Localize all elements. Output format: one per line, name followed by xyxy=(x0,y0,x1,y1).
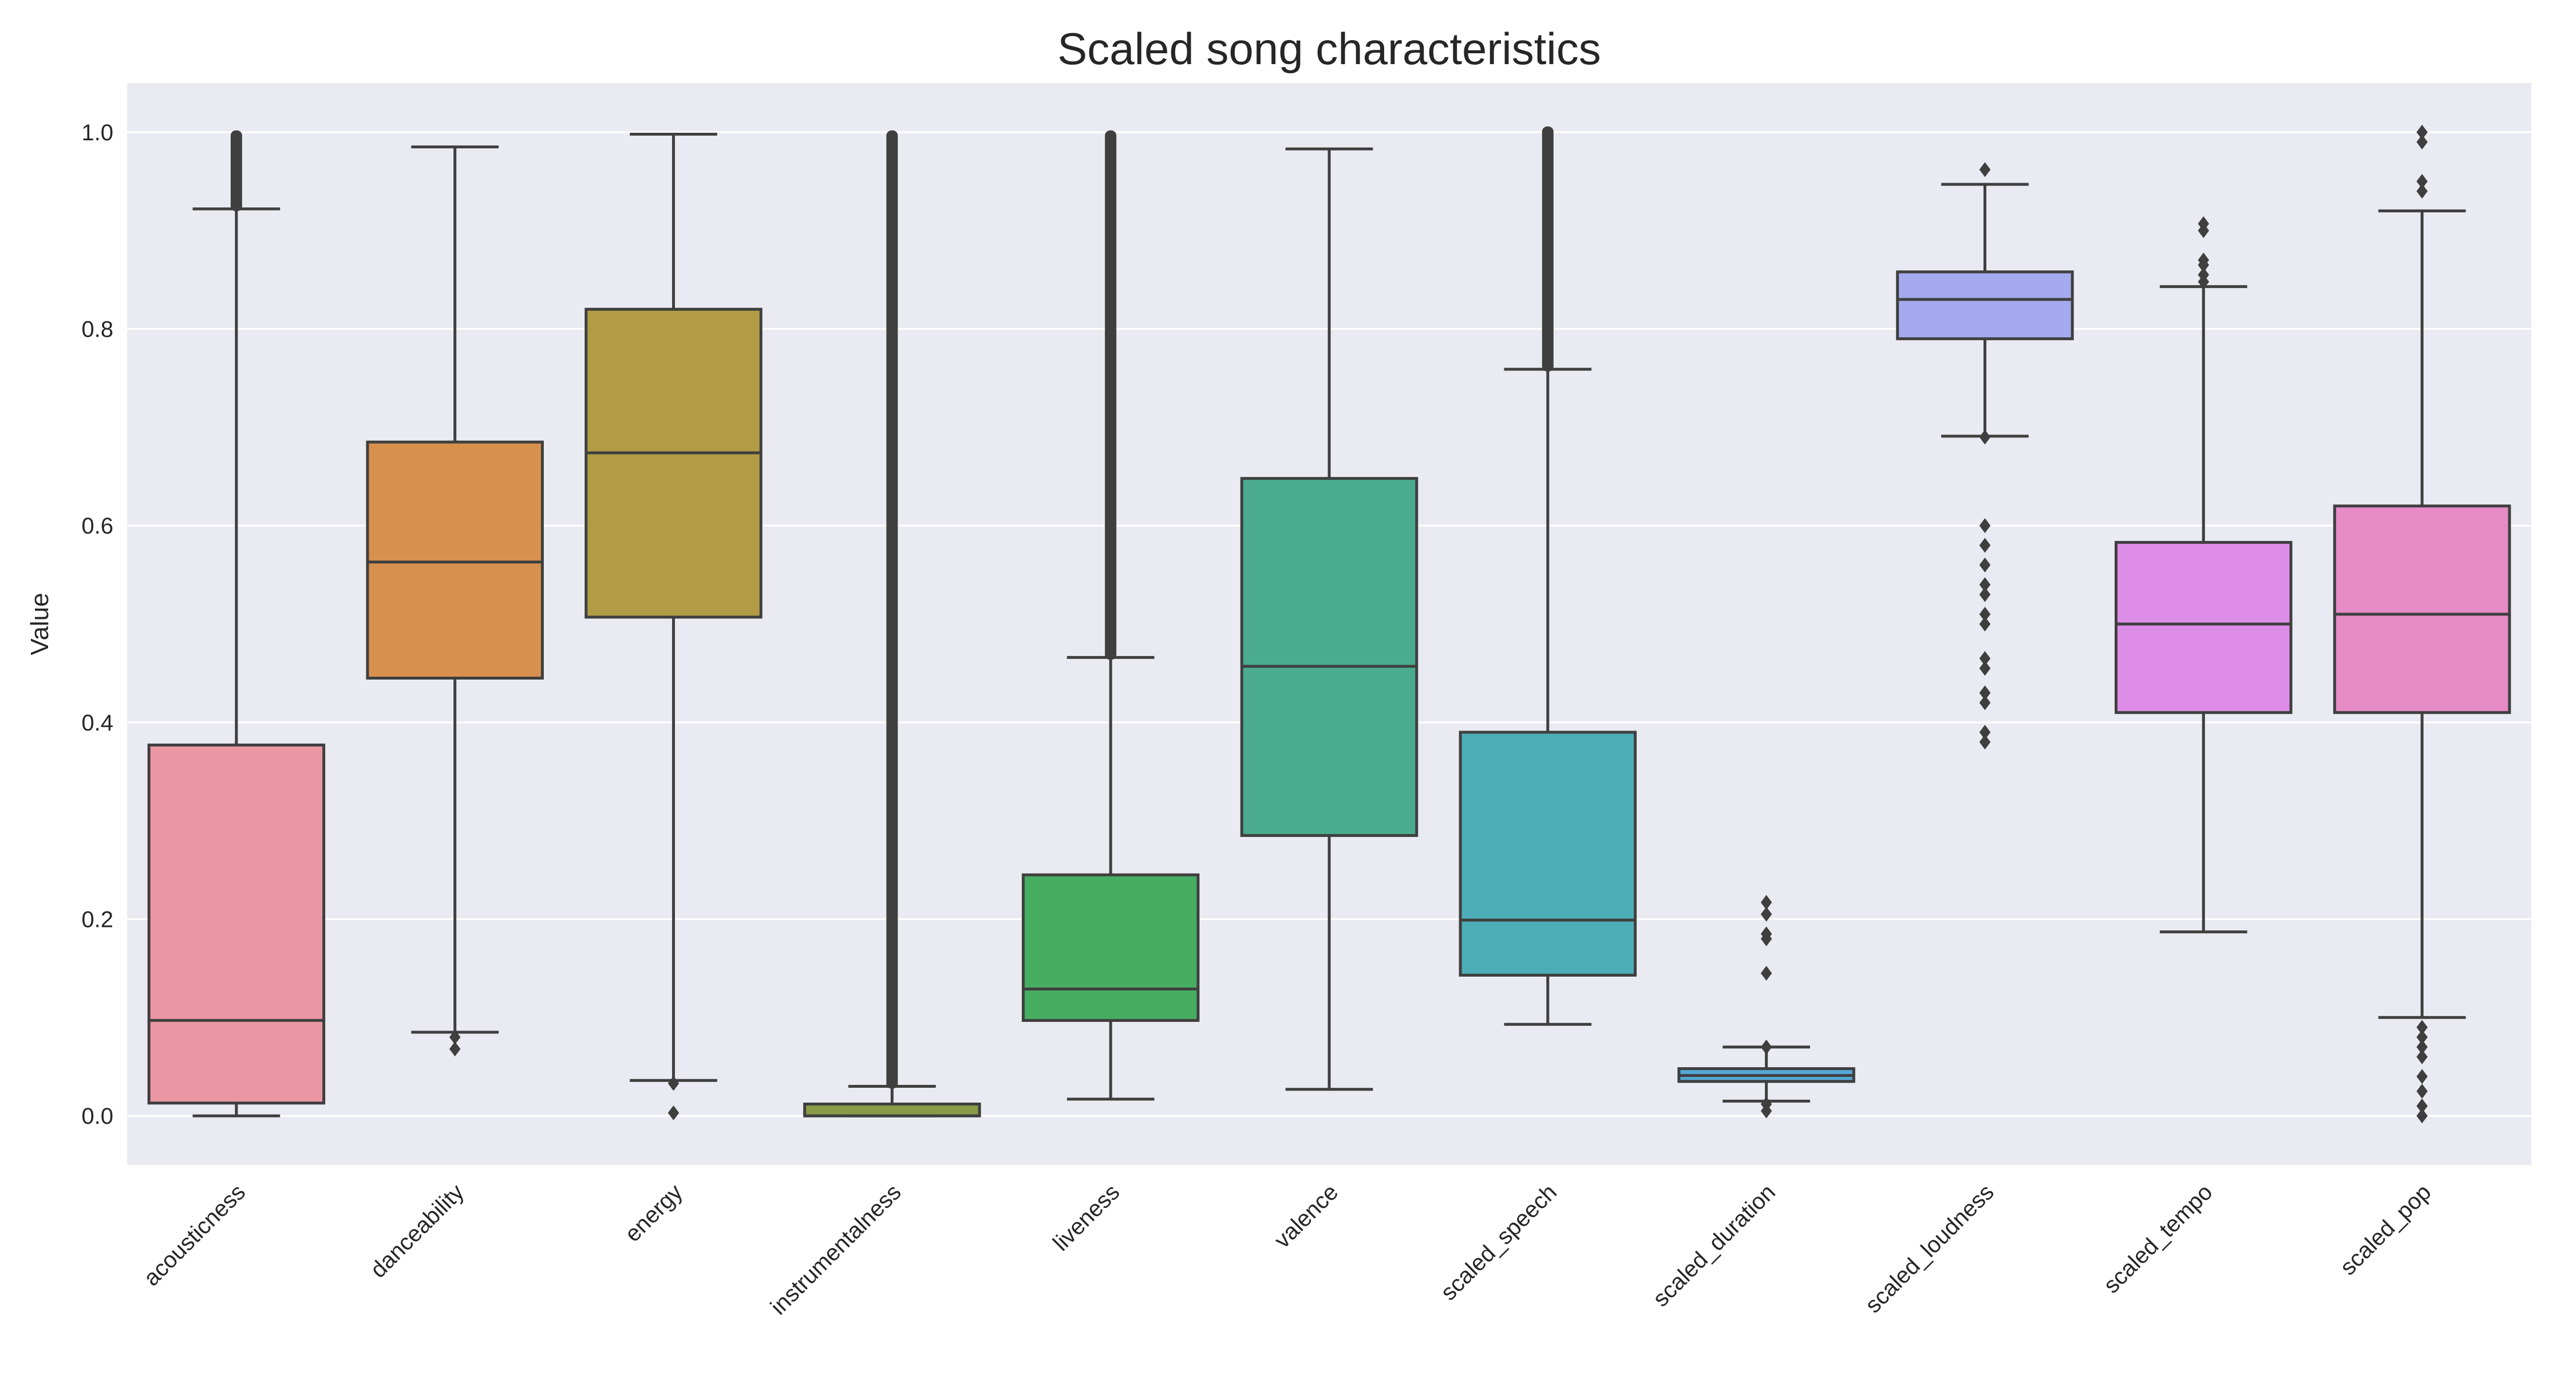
box-scaled_loudness xyxy=(1896,162,2074,750)
x-tick-label: scaled_speech xyxy=(1436,1179,1562,1305)
y-tick-label: 0.8 xyxy=(81,317,113,342)
outlier-point xyxy=(2416,1020,2428,1035)
box-scaled_pop xyxy=(2333,124,2511,1124)
outlier-point xyxy=(1760,965,1772,981)
outlier-point xyxy=(2416,1084,2428,1099)
outlier-point xyxy=(2416,1039,2428,1055)
x-tick-label: instrumentalness xyxy=(766,1179,906,1320)
outlier-point xyxy=(1979,695,1991,710)
outlier-point xyxy=(449,1029,461,1045)
outlier-point xyxy=(1760,926,1772,942)
outlier-point xyxy=(1979,606,1991,622)
box-iqr xyxy=(2115,540,2293,714)
box-scaled_tempo xyxy=(2115,216,2293,934)
outlier-point xyxy=(1979,685,1991,701)
box-iqr xyxy=(1240,477,1419,837)
outlier-band xyxy=(230,130,242,211)
box-instrumentalness xyxy=(803,130,981,1118)
x-tick-label: acousticness xyxy=(139,1179,251,1291)
x-tick-label: scaled_duration xyxy=(1648,1179,1780,1312)
y-tick-label: 1.0 xyxy=(81,120,113,145)
outlier-point xyxy=(2416,1049,2428,1064)
box-acousticness xyxy=(147,130,326,1118)
y-tick-label: 0.4 xyxy=(81,710,113,736)
y-tick-labels: 0.0 0.2 0.4 0.6 0.8 1.0 xyxy=(81,120,113,1129)
box-iqr xyxy=(147,743,326,1105)
y-tick-label: 0.0 xyxy=(81,1104,113,1129)
outlier-point xyxy=(2416,173,2428,189)
outlier-point xyxy=(1979,661,1991,676)
box-iqr xyxy=(1021,873,1200,1022)
y-tick-label: 0.6 xyxy=(81,514,113,539)
outlier-point xyxy=(449,1041,461,1057)
outlier-point xyxy=(1760,906,1772,922)
outlier-point xyxy=(1979,587,1991,602)
outlier-point xyxy=(667,1076,679,1091)
outlier-point xyxy=(2198,252,2210,268)
outlier-point xyxy=(1979,538,1991,553)
box-liveness xyxy=(1021,130,1200,1101)
boxes xyxy=(147,124,2511,1124)
box-iqr xyxy=(584,307,762,619)
outlier-point xyxy=(1979,162,1991,177)
x-tick-label: scaled_tempo xyxy=(2099,1179,2217,1298)
x-tick-label: scaled_pop xyxy=(2336,1179,2436,1280)
box-danceability xyxy=(366,145,544,1057)
outlier-point xyxy=(2416,124,2428,140)
outlier-point xyxy=(2416,1098,2428,1114)
box-valence xyxy=(1240,147,1419,1091)
y-axis-label: Value xyxy=(26,593,54,655)
box-scaled_duration xyxy=(1677,895,1855,1119)
box-iqr xyxy=(366,440,544,680)
box-iqr xyxy=(1459,731,1637,977)
outlier-point xyxy=(1979,577,1991,593)
outlier-point xyxy=(2416,1108,2428,1124)
outlier-point xyxy=(667,1105,679,1120)
outlier-point xyxy=(1979,429,1991,445)
outlier-point xyxy=(2416,135,2428,150)
x-tick-labels: acousticness danceability energy instrument… xyxy=(139,1179,2436,1320)
box-energy xyxy=(584,132,762,1120)
y-tick-label: 0.2 xyxy=(81,907,113,932)
outlier-point xyxy=(1979,651,1991,666)
outlier-point xyxy=(2198,267,2210,283)
box-iqr xyxy=(1896,270,2074,341)
outlier-point xyxy=(1979,518,1991,534)
outlier-band xyxy=(886,130,898,1089)
box-iqr xyxy=(2333,504,2511,714)
outlier-point xyxy=(1979,557,1991,572)
outlier-band xyxy=(1542,126,1554,372)
x-tick-label: energy xyxy=(620,1179,688,1247)
outlier-point xyxy=(1979,617,1991,631)
outlier-point xyxy=(1979,735,1991,750)
outlier-point xyxy=(1760,1039,1772,1055)
x-tick-label: scaled_loudness xyxy=(1860,1179,1999,1318)
box-iqr xyxy=(803,1102,981,1118)
x-tick-label: danceability xyxy=(366,1179,469,1282)
x-tick-label: valence xyxy=(1270,1179,1344,1253)
outlier-point xyxy=(2416,1029,2428,1045)
outlier-point xyxy=(1979,725,1991,740)
outlier-point xyxy=(1760,1096,1772,1112)
outlier-point xyxy=(2416,1069,2428,1084)
outlier-band xyxy=(1105,130,1117,660)
box-scaled_speech xyxy=(1459,126,1637,1026)
chart-title: Scaled song characteristics xyxy=(1057,23,1601,74)
x-tick-label: liveness xyxy=(1048,1179,1124,1255)
outlier-point xyxy=(2416,184,2428,199)
outlier-point xyxy=(2198,216,2210,231)
outlier-point xyxy=(1760,895,1772,910)
